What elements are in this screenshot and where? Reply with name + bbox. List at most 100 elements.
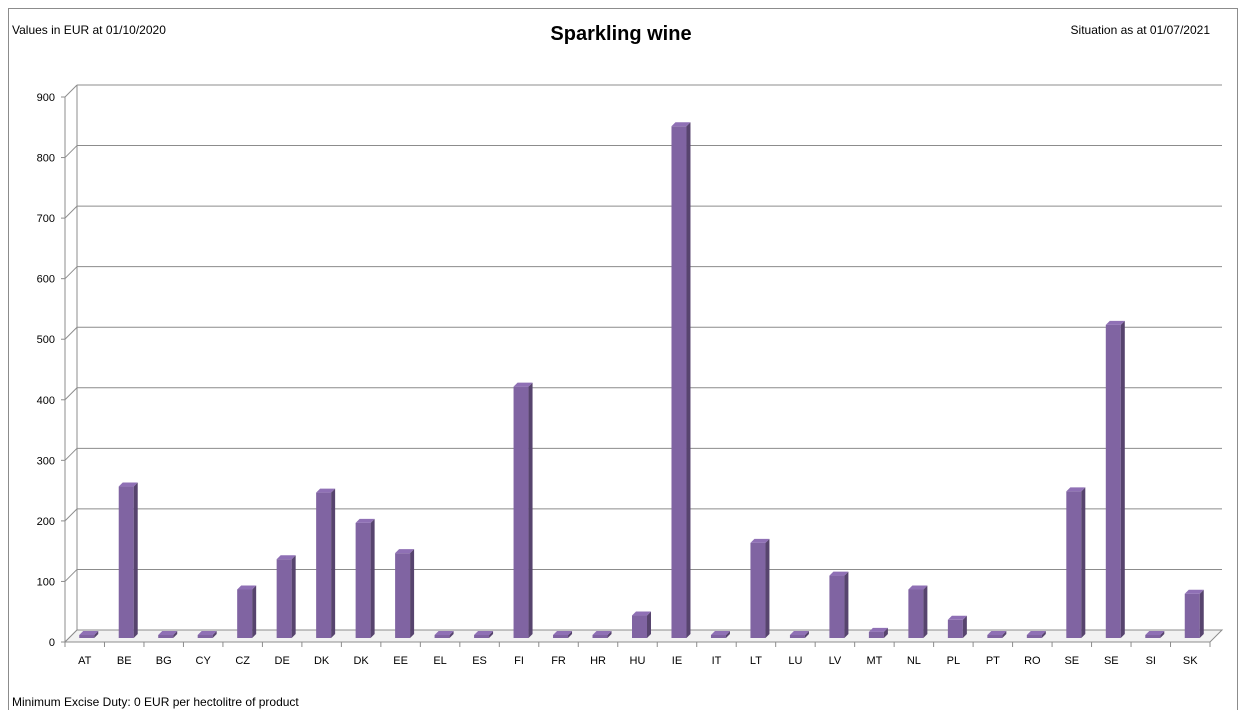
x-tick-label: ES <box>472 655 487 667</box>
bar <box>1026 635 1042 638</box>
chart-title: Sparkling wine <box>550 23 692 45</box>
bar <box>79 635 95 638</box>
y-tick-label: 200 <box>37 516 55 528</box>
chart-frame <box>8 8 1238 710</box>
bar-side <box>725 631 730 638</box>
bar-side <box>686 122 691 638</box>
bar-side <box>765 538 770 638</box>
bar-top <box>118 482 138 487</box>
x-tick-label: FI <box>514 655 524 667</box>
bar-top <box>789 631 809 635</box>
bar-top <box>1184 589 1204 594</box>
bar-top <box>592 631 612 635</box>
bar <box>1105 324 1121 638</box>
y-tick-label: 700 <box>37 213 55 225</box>
bar <box>592 635 608 638</box>
x-tick-label: CY <box>196 655 212 667</box>
x-tick-label: DE <box>275 655 290 667</box>
bar <box>908 589 924 638</box>
values-note: Values in EUR at 01/10/2020 <box>12 23 166 37</box>
x-tick-label: LV <box>829 655 842 667</box>
bar-top <box>316 488 336 493</box>
gridline-depth <box>64 145 78 158</box>
bar-top <box>197 631 217 635</box>
x-tick-label: SE <box>1064 655 1079 667</box>
x-tick-label: CZ <box>235 655 250 667</box>
x-tick-label: IT <box>712 655 722 667</box>
bar <box>1145 635 1161 638</box>
x-tick-label: BE <box>117 655 132 667</box>
bar <box>987 635 1003 638</box>
bar-side <box>962 615 967 638</box>
bar-top <box>1026 631 1046 635</box>
bar-side <box>252 585 257 638</box>
gridline-depth <box>64 266 78 280</box>
bar-top <box>632 611 651 616</box>
bar-top <box>1066 487 1086 492</box>
bar-top <box>237 585 257 590</box>
x-tick-label: LT <box>750 655 762 667</box>
bar-top <box>395 549 415 554</box>
gridline-depth <box>64 447 78 461</box>
y-tick-label: 0 <box>49 637 55 649</box>
bar-side <box>133 482 138 638</box>
bar-side <box>1081 487 1086 638</box>
bar-top <box>671 122 691 127</box>
y-tick-label: 400 <box>37 395 55 407</box>
gridline-depth <box>64 387 78 401</box>
bar <box>789 635 805 638</box>
y-tick-label: 100 <box>37 576 55 588</box>
bar-side <box>212 631 217 638</box>
y-tick-label: 600 <box>37 274 55 286</box>
x-tick-label: NL <box>907 655 921 667</box>
minimum-duty-note: Minimum Excise Duty: 0 EUR per hectolitr… <box>12 695 299 709</box>
x-tick-label: SE <box>1104 655 1119 667</box>
gridline-depth <box>64 569 78 582</box>
bar <box>671 126 687 638</box>
bar <box>237 589 253 638</box>
bar-side <box>173 631 178 638</box>
bar <box>868 631 884 638</box>
y-tick-label: 300 <box>37 455 55 467</box>
bar <box>197 635 213 638</box>
bar <box>632 615 647 638</box>
bar <box>1066 491 1082 638</box>
bar-top <box>868 627 888 632</box>
bar-side <box>449 631 454 638</box>
bar <box>829 575 845 638</box>
bar-side <box>291 555 296 638</box>
bar <box>474 635 490 638</box>
x-tick-label: BG <box>156 655 172 667</box>
bar-top <box>355 518 375 523</box>
bar <box>710 635 726 638</box>
bar-top <box>79 631 99 635</box>
x-tick-label: PT <box>986 655 1000 667</box>
bar-side <box>883 627 888 638</box>
bar <box>513 386 529 638</box>
bar-top <box>750 538 770 543</box>
x-tick-label: DK <box>353 655 369 667</box>
bar-top <box>947 615 967 620</box>
gridline-depth <box>64 205 78 219</box>
x-tick-label: AT <box>78 655 92 667</box>
bar <box>276 559 292 638</box>
bar-side <box>94 631 99 638</box>
bar-side <box>370 518 375 638</box>
bar-side <box>489 631 494 638</box>
bar-top <box>908 585 928 590</box>
x-tick-label: PL <box>947 655 960 667</box>
x-tick-label: RO <box>1024 655 1041 667</box>
y-tick-label: 900 <box>37 92 55 104</box>
gridline-depth <box>64 508 78 522</box>
x-tick-label: SK <box>1183 655 1198 667</box>
bar-side <box>647 611 651 638</box>
x-tick-label: DK <box>314 655 330 667</box>
bar-side <box>923 585 928 638</box>
y-tick-label: 500 <box>37 334 55 346</box>
bar-side <box>410 549 415 638</box>
situation-note: Situation as at 01/07/2021 <box>1070 23 1210 37</box>
x-tick-label: MT <box>866 655 882 667</box>
bar <box>947 619 963 638</box>
bar-side <box>528 382 533 638</box>
